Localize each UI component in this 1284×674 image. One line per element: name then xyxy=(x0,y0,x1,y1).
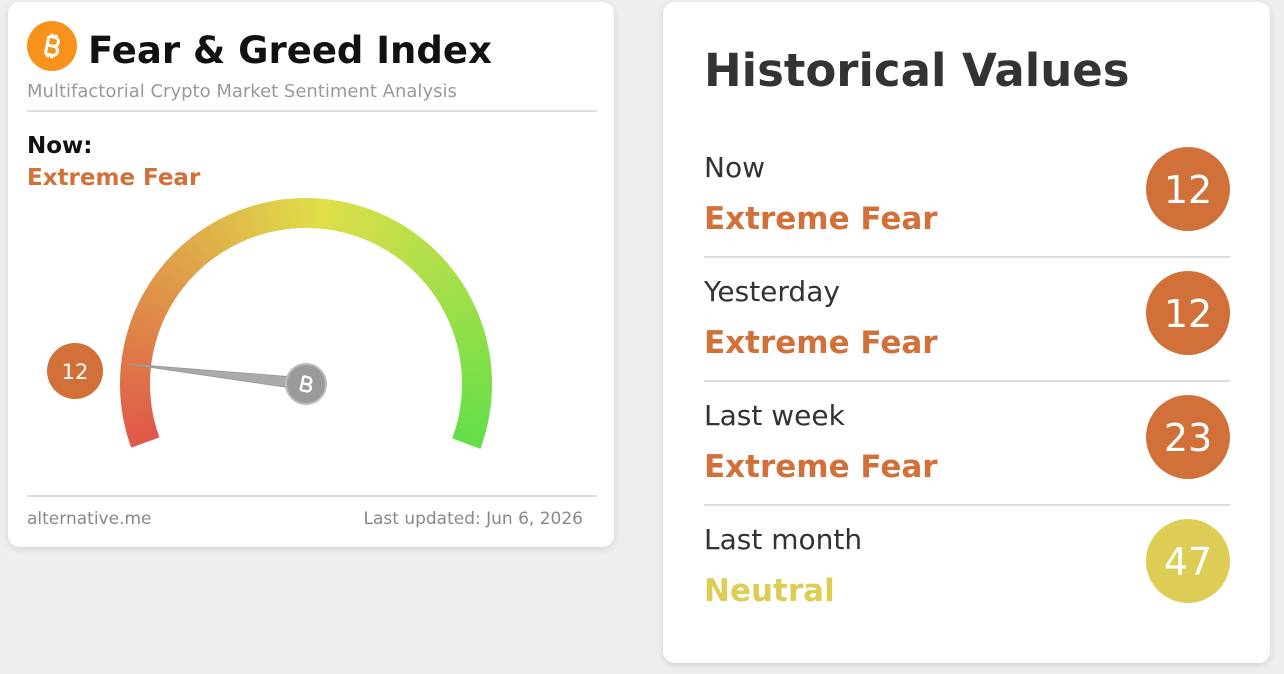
history-list: Now Extreme Fear 12 Yesterday Extreme Fear 12… xyxy=(703,147,1230,609)
source: alternative.me xyxy=(27,509,151,529)
gauge: 12 xyxy=(47,198,492,449)
row-value: 12 xyxy=(1164,292,1212,336)
row-value: 47 xyxy=(1164,540,1212,584)
history-title: Historical Values xyxy=(704,44,1130,97)
row-label: Last week xyxy=(704,399,846,432)
row-label: Yesterday xyxy=(703,275,840,308)
value-circle xyxy=(1146,147,1230,231)
now-label: Now: xyxy=(27,133,93,159)
row-value: 23 xyxy=(1164,416,1212,460)
row-label: Last month xyxy=(704,523,862,556)
history-card xyxy=(663,2,1270,663)
row-label: Now xyxy=(704,151,765,184)
row-classification: Extreme Fear xyxy=(704,325,938,361)
row-classification: Extreme Fear xyxy=(704,201,938,237)
widget-title: Fear & Greed Index xyxy=(88,29,492,72)
value-circle xyxy=(1146,271,1230,355)
value-circle xyxy=(1146,395,1230,479)
value-circle xyxy=(1146,519,1230,603)
row-value: 12 xyxy=(1164,168,1212,212)
value-label: 12 xyxy=(62,360,89,384)
value-bubble xyxy=(47,343,103,399)
widget-subtitle: Multifactorial Crypto Market Sentiment A… xyxy=(27,81,457,102)
bitcoin-icon xyxy=(27,21,77,71)
row-classification: Neutral xyxy=(704,573,835,609)
last-updated: Last updated: Jun 6, 2026 xyxy=(364,509,584,529)
hub-icon xyxy=(299,375,313,393)
now-classification: Extreme Fear xyxy=(27,165,201,191)
gauge-arc xyxy=(452,432,483,449)
row-classification: Extreme Fear xyxy=(704,449,938,485)
